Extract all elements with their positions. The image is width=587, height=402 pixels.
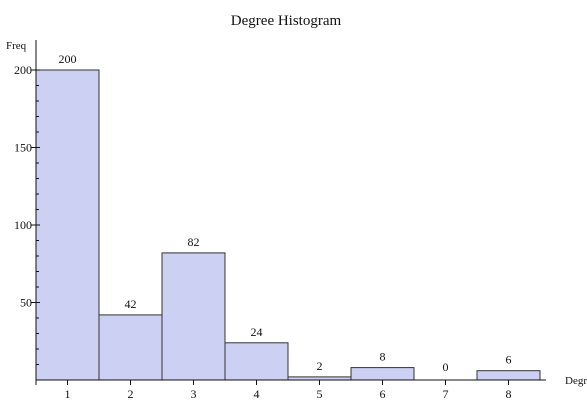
x-tick-label-6: 6: [380, 387, 386, 401]
y-axis-label: Freq: [6, 40, 27, 52]
data-label-6: 8: [380, 350, 386, 364]
data-label-3: 82: [188, 235, 200, 249]
x-tick-label-7: 7: [443, 387, 449, 401]
axes-layer: [31, 40, 546, 385]
data-label-7: 0: [443, 360, 449, 374]
bar-2: [98, 314, 163, 381]
chart-title: Degree Histogram: [231, 13, 342, 29]
bars-layer: [35, 69, 541, 381]
y-tick-label-200: 200: [14, 63, 32, 77]
x-tick-label-8: 8: [506, 387, 512, 401]
x-tick-label-5: 5: [317, 387, 323, 401]
data-label-4: 24: [251, 325, 263, 339]
data-label-2: 42: [125, 297, 137, 311]
y-tick-label-150: 150: [14, 141, 32, 155]
data-label-8: 6: [506, 353, 512, 367]
x-tick-label-2: 2: [128, 387, 134, 401]
bar-3: [161, 252, 226, 381]
x-tick-label-1: 1: [65, 387, 71, 401]
y-tick-label-50: 50: [20, 296, 32, 310]
x-tick-label-4: 4: [254, 387, 260, 401]
bar-1: [35, 69, 100, 381]
bar-6: [350, 367, 415, 381]
x-tick-label-3: 3: [191, 387, 197, 401]
bar-8: [476, 370, 541, 381]
data-label-1: 200: [59, 52, 77, 66]
bar-4: [224, 342, 289, 381]
data-label-5: 2: [317, 359, 323, 373]
x-axis-label: Degree: [565, 375, 587, 387]
y-tick-label-100: 100: [14, 218, 32, 232]
